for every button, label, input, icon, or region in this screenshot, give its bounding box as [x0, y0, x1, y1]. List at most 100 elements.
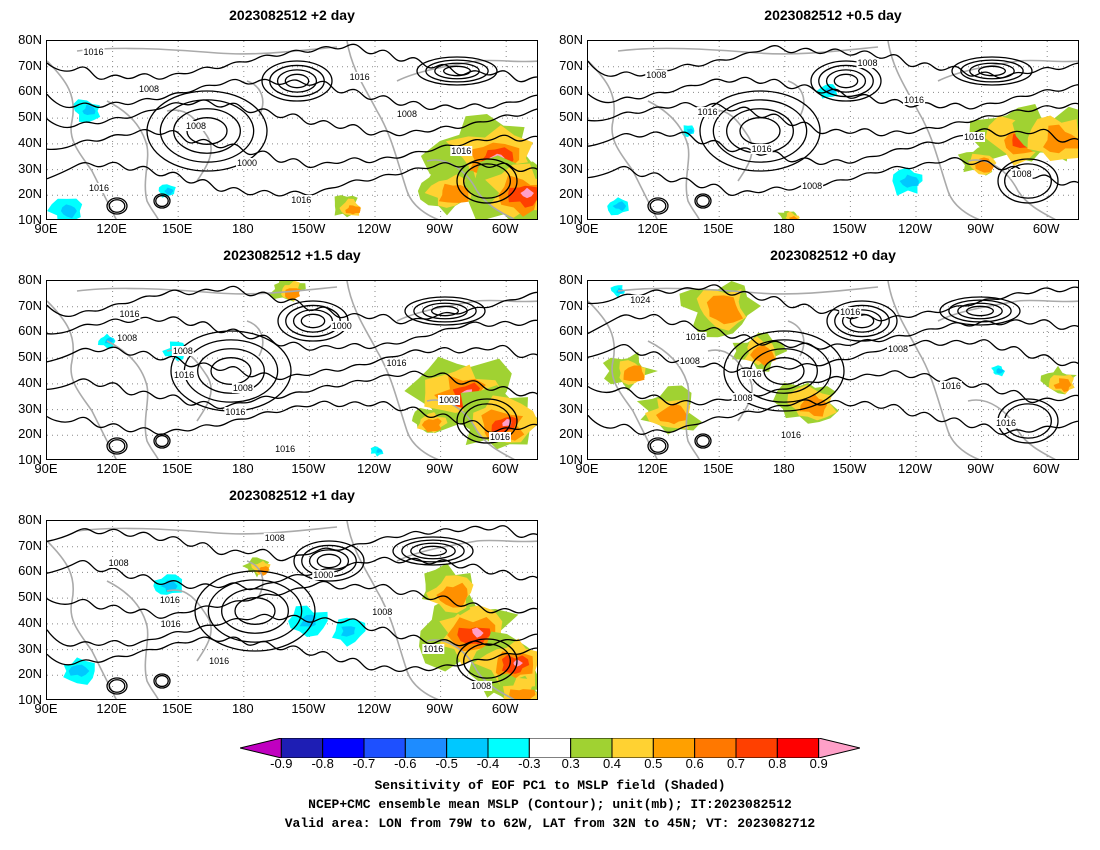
- contour-label: 1008: [265, 533, 285, 543]
- contour-label-bg: [208, 656, 231, 666]
- lat-tick-label: 80N: [559, 272, 583, 287]
- contour-label: 1016: [423, 644, 443, 654]
- contour-label: 1008: [139, 84, 159, 94]
- colorbar-swatch: [570, 738, 613, 758]
- lat-tick-label: 80N: [18, 512, 42, 527]
- contour-label-bg: [395, 109, 418, 119]
- lon-tick-label: 150W: [291, 701, 326, 716]
- coastline: [967, 399, 1056, 459]
- lat-tick-label: 60N: [18, 83, 42, 99]
- isobar-closed: [155, 674, 169, 688]
- contour-label: 1016: [174, 370, 194, 380]
- lat-tick-label: 50N: [18, 109, 42, 125]
- contour-label: 1024: [630, 295, 650, 305]
- lon-tick-label: 150W: [291, 221, 326, 236]
- lon-tick-label: 150E: [703, 221, 734, 236]
- isobar-closed: [957, 302, 1003, 320]
- colorbar-swatch: [652, 738, 696, 758]
- isobar-line: [47, 525, 537, 562]
- isobar-closed: [456, 398, 518, 444]
- lon-tick-label: 120E: [637, 461, 668, 476]
- contour-label-bg: [159, 619, 182, 629]
- contour-label-bg: [750, 144, 773, 154]
- contour-label-bg: [629, 295, 652, 305]
- contour-label-bg: [488, 432, 511, 442]
- sensitivity-patch: [104, 337, 115, 345]
- sensitivity-patch: [472, 627, 484, 638]
- colorbar-swatch: [404, 738, 448, 758]
- map-panel-plus0: 1008 1008 1016 1016 1008 1016 1016 1024 1016 1016: [587, 280, 1079, 460]
- isobar-closed: [647, 437, 669, 455]
- lon-tick-label: 90E: [34, 221, 58, 236]
- sensitivity-patch: [164, 187, 174, 195]
- coastline: [76, 286, 338, 295]
- contour-label: 1016: [941, 381, 961, 391]
- contour-label: 1016: [275, 444, 295, 454]
- contour-label: 1016: [386, 358, 406, 368]
- coastline: [647, 100, 700, 219]
- isobar-closed: [736, 339, 832, 403]
- lon-tick-label: 120W: [357, 461, 391, 476]
- contour-label-bg: [236, 158, 259, 168]
- contour-label-bg: [118, 309, 141, 319]
- lat-tick-label: 20N: [18, 666, 42, 682]
- isobar-closed: [197, 348, 265, 394]
- contour-label: 1016: [996, 418, 1016, 428]
- lat-tick-label: 10N: [559, 212, 583, 227]
- colorbar-tick-label: 0.4: [602, 756, 622, 771]
- colorbar-tick-label: -0.4: [476, 756, 500, 771]
- contour-label-bg: [330, 321, 353, 331]
- lat-tick-label: 30N: [18, 640, 42, 656]
- caption-line-1: Sensitivity of EOF PC1 to MSLP field (Sh…: [374, 778, 726, 793]
- isobar-closed: [155, 194, 169, 208]
- colorbar-tick-label: -0.6: [394, 756, 417, 771]
- lon-tick-label: 150E: [162, 461, 193, 476]
- lon-tick-label: 90W: [426, 221, 453, 236]
- contour-label: 1016: [225, 407, 245, 417]
- lat-tick-label: 30N: [559, 160, 583, 176]
- contour-label: 1008: [646, 70, 666, 80]
- sensitivity-patch: [899, 174, 919, 188]
- isobars: [47, 43, 537, 215]
- coastline: [106, 580, 159, 699]
- contour-label: 1016: [840, 307, 860, 317]
- sensitivity-shading: [607, 83, 1078, 219]
- contour-label: 1016: [83, 47, 103, 57]
- coastline: [166, 109, 212, 182]
- colorbar-tick-label: 0.9: [809, 756, 828, 771]
- isobar-closed: [416, 56, 498, 86]
- lon-tick-label: 120W: [898, 461, 932, 476]
- colorbar-tick-label: -0.9: [270, 756, 293, 771]
- contour-label: 1008: [397, 109, 417, 119]
- coastline: [967, 159, 1056, 219]
- colorbar-swatch: [528, 738, 572, 758]
- contour-label: 1008: [233, 383, 253, 393]
- contour-label-bg: [88, 183, 111, 193]
- colorbar-swatch: [776, 738, 820, 758]
- isobar-closed: [763, 357, 805, 385]
- contour-label-bg: [224, 407, 247, 417]
- lon-tick-label: 120W: [357, 701, 391, 716]
- map-panel-plus2: 1016 1008 1008 1000 1016 1016 1008 1016 1016: [46, 40, 538, 220]
- isobar-line: [47, 99, 537, 137]
- isobar-closed: [969, 62, 1015, 80]
- isobar-closed: [948, 299, 1012, 323]
- contour-label-bg: [696, 107, 719, 117]
- panel-title-plus0: 2023082512 +0 day: [770, 247, 896, 263]
- isobar-closed: [146, 90, 268, 172]
- isobar-closed: [699, 90, 821, 172]
- isobar-closed: [153, 433, 171, 449]
- contour-label-bg: [290, 195, 313, 205]
- contour-label: 1016: [490, 432, 510, 442]
- lat-tick-label: 10N: [559, 452, 583, 467]
- lon-tick-label: 90W: [967, 221, 994, 236]
- isobar-line: [588, 76, 1078, 110]
- sensitivity-patch: [438, 183, 469, 203]
- map-panel-plus1.5: 1008 1016 1016 1016 1000 1016 1008 1016 1016 1008…: [46, 280, 538, 460]
- isobar-closed: [173, 108, 241, 154]
- isobar-line: [47, 285, 537, 325]
- colorbar-swatch: [322, 738, 365, 758]
- lon-tick-label: 120W: [357, 221, 391, 236]
- isobar-closed: [463, 403, 511, 439]
- contour-label: 1008: [802, 181, 822, 191]
